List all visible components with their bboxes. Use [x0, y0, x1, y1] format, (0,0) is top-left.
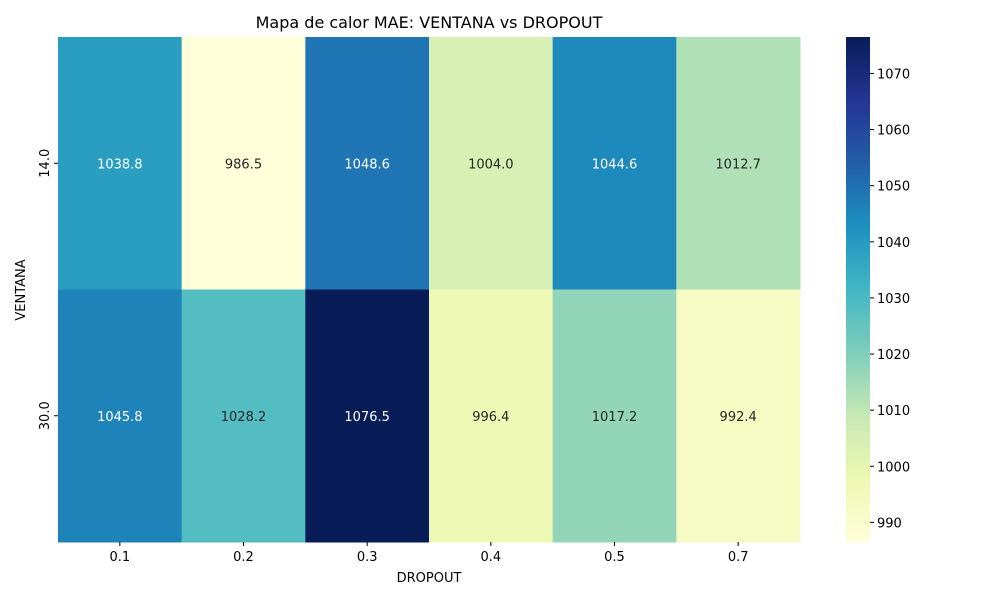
- colorbar-tick-label: 1050: [877, 180, 910, 195]
- cell-value-label: 1076.5: [344, 410, 390, 425]
- heatmap-cell: [305, 289, 430, 543]
- x-axis-label: DROPOUT: [397, 571, 462, 586]
- y-axis-ticks: 14.0 30.0: [38, 149, 58, 430]
- x-axis-ticks: 0.1 0.2 0.3 0.4 0.5 0.7: [109, 542, 749, 565]
- colorbar: [846, 37, 870, 542]
- cell-value-label: 1038.8: [97, 157, 143, 172]
- x-tick-label: 0.1: [109, 550, 130, 565]
- heatmap-cell: [552, 289, 677, 543]
- x-tick-label: 0.4: [480, 550, 501, 565]
- colorbar-ticks: 990 1000 1010 1020 1030 1040 1050 1060 1070: [870, 67, 910, 531]
- colorbar-tick-label: 990: [877, 516, 902, 531]
- cell-value-label: 1012.7: [715, 157, 761, 172]
- cell-value-label: 986.5: [225, 157, 262, 172]
- heatmap-cell: [305, 37, 430, 290]
- cell-value-label: 1044.6: [592, 157, 638, 172]
- colorbar-tick-label: 1070: [877, 67, 910, 82]
- y-tick-label: 14.0: [38, 149, 53, 178]
- x-tick-label: 0.5: [604, 550, 625, 565]
- heatmap-cell: [552, 37, 677, 290]
- chart-title: Mapa de calor MAE: VENTANA vs DROPOUT: [256, 13, 603, 32]
- cell-value-label: 1028.2: [221, 410, 267, 425]
- x-tick-label: 0.3: [357, 550, 378, 565]
- heatmap-cell: [58, 289, 183, 543]
- colorbar-tick-label: 1060: [877, 124, 910, 139]
- heatmap-cell: [429, 289, 554, 543]
- cell-value-label: 1048.6: [344, 157, 390, 172]
- heatmap-cells: 1038.8 986.5 1048.6 1004.0 1044.6 1012.7 1045.…: [58, 37, 801, 543]
- cell-value-label: 1004.0: [468, 157, 514, 172]
- x-tick-label: 0.2: [233, 550, 254, 565]
- cell-value-label: 996.4: [472, 410, 509, 425]
- y-tick-label: 30.0: [38, 401, 53, 430]
- heatmap-cell: [676, 37, 801, 290]
- cell-value-label: 1017.2: [592, 410, 638, 425]
- cell-value-label: 1045.8: [97, 410, 143, 425]
- heatmap-cell: [429, 37, 554, 290]
- heatmap-cell: [181, 37, 306, 290]
- heatmap-cell: [676, 289, 801, 543]
- colorbar-tick-label: 1030: [877, 292, 910, 307]
- x-tick-label: 0.7: [728, 550, 749, 565]
- y-axis-label: VENTANA: [14, 259, 29, 320]
- colorbar-tick-label: 1040: [877, 236, 910, 251]
- heatmap-cell: [181, 289, 306, 543]
- colorbar-tick-label: 1010: [877, 404, 910, 419]
- colorbar-tick-label: 1000: [877, 460, 910, 475]
- colorbar-tick-label: 1020: [877, 348, 910, 363]
- cell-value-label: 992.4: [720, 410, 757, 425]
- heatmap-cell: [58, 37, 183, 290]
